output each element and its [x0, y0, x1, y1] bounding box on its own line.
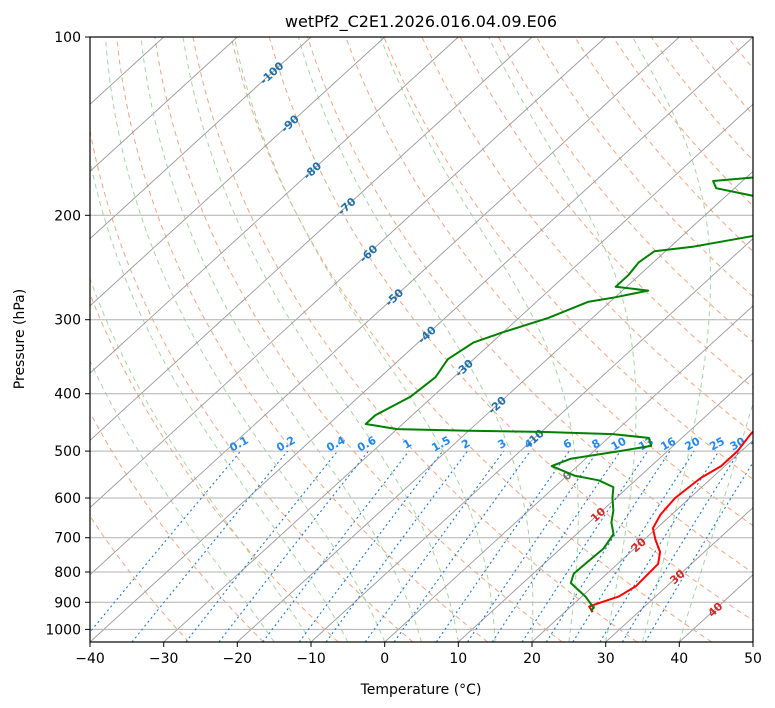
x-tick-label: −30 [149, 651, 179, 667]
moist-adiabat [380, 37, 579, 642]
dry-adiabat [192, 37, 638, 642]
isotherm [90, 37, 533, 441]
dry-adiabat [459, 37, 753, 389]
mixing-ratio-label: 25 [707, 435, 727, 454]
isotherm [90, 37, 607, 509]
x-tick-label: 40 [670, 651, 688, 667]
isotherm [457, 372, 753, 642]
isotherm [605, 506, 753, 642]
isotherm [90, 37, 386, 307]
mixing-ratio-line [521, 450, 649, 642]
x-tick-label: −20 [223, 651, 253, 667]
mixing-ratio-line [262, 450, 410, 642]
mixing-ratio-line [621, 450, 740, 642]
moist-adiabat [297, 37, 534, 642]
isotherm [90, 37, 680, 576]
y-tick-label: 500 [54, 444, 81, 460]
dry-adiabat [268, 37, 753, 622]
x-tick-label: −10 [296, 651, 326, 667]
chart-title: wetPf2_C2E1.2026.016.04.09.E06 [285, 12, 557, 32]
dry-adiabat [307, 37, 753, 574]
mixing-ratio-label: 13 [636, 435, 656, 454]
y-tick-label: 200 [54, 208, 81, 224]
x-tick-label: 20 [523, 651, 541, 667]
temperature-profile [588, 430, 753, 613]
isotherm [236, 170, 753, 642]
dry-adiabat [116, 37, 488, 642]
x-tick-label: 50 [744, 651, 762, 667]
dewpoint-profile [364, 176, 753, 612]
x-tick-label: 10 [449, 651, 467, 667]
moist-adiabat [182, 37, 459, 642]
dry-adiabat [766, 37, 775, 642]
y-tick-label: 400 [54, 387, 81, 403]
mixing-ratio-line [545, 450, 671, 642]
moist-adiabat [105, 37, 386, 642]
moist-adiabat [678, 401, 753, 642]
mixing-ratio-line [131, 450, 289, 642]
isotherm [310, 238, 753, 642]
isotherm [752, 641, 753, 642]
mixing-ratio-line [90, 450, 242, 633]
isotherm [531, 439, 753, 642]
mixing-ratio-label: 36 [749, 434, 769, 453]
mixing-ratio-line [393, 450, 531, 642]
dry-adiabat [497, 37, 753, 343]
mixing-ratio-line [644, 461, 753, 642]
dry-adiabat [90, 411, 264, 642]
y-tick-label: 600 [54, 491, 81, 507]
mixing-ratio-line [364, 450, 505, 642]
isotherm [90, 37, 753, 642]
y-tick-label: 700 [54, 531, 81, 547]
moist-adiabat [140, 37, 422, 642]
dry-adiabat [154, 37, 563, 642]
y-axis-label: Pressure (hPa) [12, 289, 28, 389]
y-tick-label: 800 [54, 565, 81, 581]
isotherm [90, 37, 459, 374]
moist-adiabat [90, 158, 349, 642]
y-tick-label: 300 [54, 313, 81, 329]
x-tick-label: −40 [75, 651, 105, 667]
isotherm [384, 305, 753, 642]
dry-adiabat [90, 127, 414, 642]
isotherm [90, 37, 312, 240]
dry-adiabat [90, 515, 190, 642]
y-tick-label: 1000 [45, 622, 81, 638]
moist-adiabat [488, 37, 637, 642]
x-tick-label: 30 [597, 651, 615, 667]
mixing-ratio-line [599, 450, 720, 642]
x-axis-label: Temperature (°C) [360, 682, 482, 698]
plot-frame [89, 36, 754, 643]
isotherm [90, 37, 238, 173]
dry-adiabat [90, 292, 339, 642]
moist-adiabat [90, 359, 275, 642]
moist-adiabat [90, 277, 312, 642]
y-tick-label: 900 [54, 595, 81, 611]
mixing-ratio-line [325, 450, 468, 642]
x-tick-label: 0 [380, 651, 389, 667]
isotherm [163, 103, 753, 642]
y-tick-label: 100 [54, 30, 81, 46]
